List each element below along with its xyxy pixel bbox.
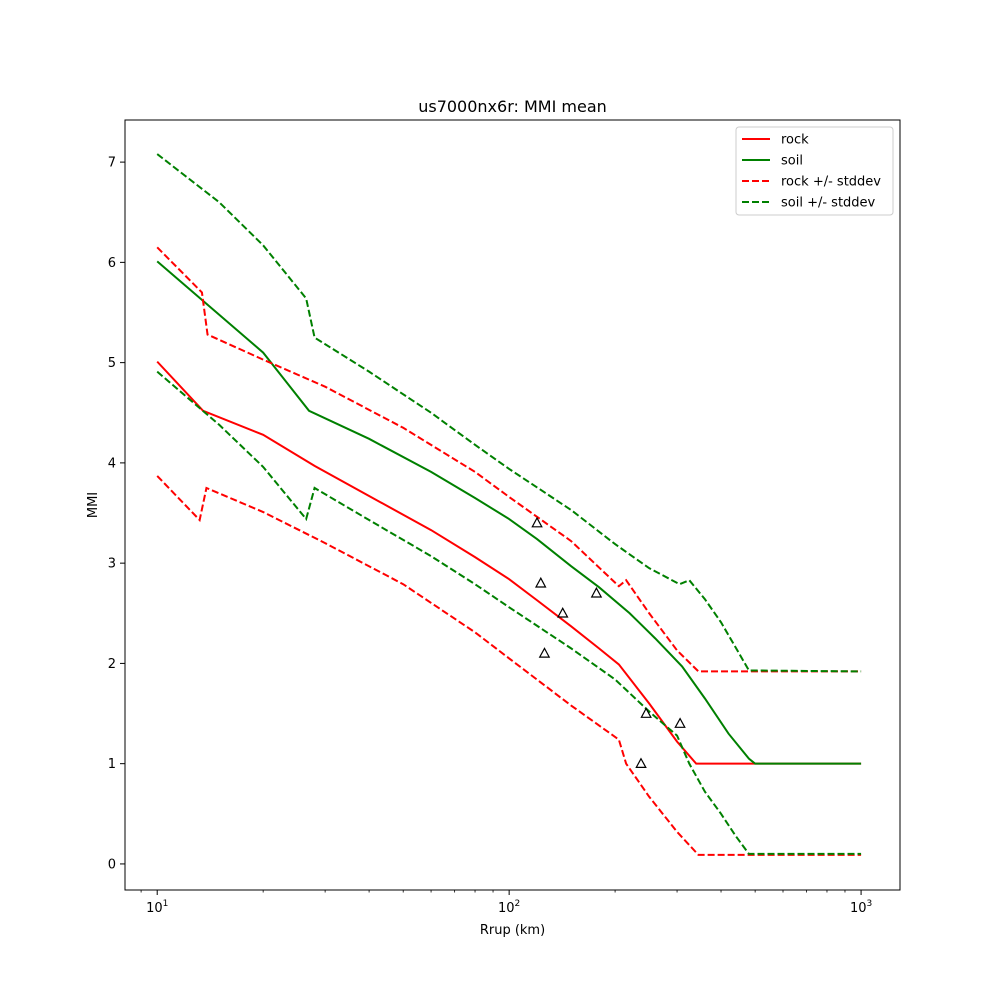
x-axis-label: Rrup (km) <box>480 923 545 938</box>
legend-label: soil +/- stddev <box>781 196 876 211</box>
legend-label: rock <box>781 133 809 148</box>
observations-layer <box>531 516 686 769</box>
y-tick-label: 1 <box>108 757 116 772</box>
y-tick-label: 0 <box>108 857 116 872</box>
y-tick-label: 3 <box>108 557 116 572</box>
observation-marker <box>534 576 547 588</box>
series-line-3 <box>156 475 862 856</box>
legend-label: rock +/- stddev <box>781 175 881 190</box>
series-line-4 <box>156 153 862 673</box>
x-tick-label: 102 <box>498 899 520 916</box>
y-tick-label: 5 <box>108 356 116 371</box>
legend: rock soil rock +/- stddev soil +/- stddev <box>735 126 894 216</box>
series-line-2 <box>156 246 862 673</box>
series-layer <box>156 153 862 856</box>
plot-frame <box>124 119 901 891</box>
y-tick-label: 4 <box>108 456 116 471</box>
observation-marker <box>635 757 647 769</box>
y-axis-label: MMI <box>86 492 101 518</box>
observation-marker <box>531 516 543 528</box>
x-tick-label: 103 <box>850 899 872 916</box>
y-tick-label: 7 <box>108 156 116 171</box>
y-tick-label: 2 <box>108 657 116 672</box>
observation-marker <box>590 586 603 598</box>
y-axis: 0 1 2 3 4 5 6 7 <box>108 156 125 872</box>
observation-marker <box>640 707 652 718</box>
observation-marker <box>556 607 569 618</box>
series-line-5 <box>156 370 862 855</box>
observation-marker <box>538 647 551 658</box>
legend-box <box>735 126 894 216</box>
y-tick-label: 6 <box>108 256 116 271</box>
legend-label: soil <box>781 154 803 169</box>
x-axis: 101 102 103 <box>140 890 872 916</box>
observation-marker <box>674 717 686 728</box>
chart-title: us7000nx6r: MMI mean <box>418 97 607 116</box>
series-line-1 <box>156 260 862 765</box>
x-tick-label: 101 <box>146 899 168 916</box>
